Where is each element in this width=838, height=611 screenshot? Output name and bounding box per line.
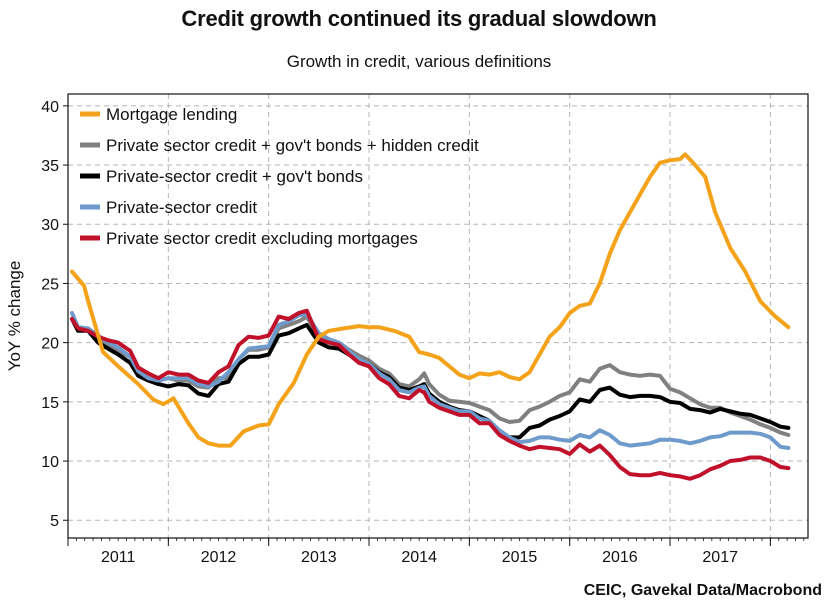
y-axis-label: YoY % change <box>5 261 24 372</box>
plot-frame <box>67 93 809 539</box>
y-tick-label: 15 <box>41 395 59 412</box>
y-tick-label: 20 <box>41 336 59 353</box>
x-tick-label: 2011 <box>101 549 136 566</box>
x-tick-label: 2017 <box>702 549 738 566</box>
source-note: CEIC, Gavekal Data/Macrobond <box>583 582 822 599</box>
y-tick-label: 10 <box>41 454 59 471</box>
series-line-1 <box>70 152 791 448</box>
x-tick-label: 2013 <box>301 549 337 566</box>
y-tick-label: 40 <box>41 99 59 116</box>
legend-label: Private sector credit excluding mortgage… <box>106 229 418 248</box>
y-tick-label: 35 <box>41 158 59 175</box>
y-tick-label: 30 <box>41 217 59 234</box>
x-tick-label: 2012 <box>201 549 237 566</box>
legend-label: Private sector credit + gov't bonds + hi… <box>106 136 479 155</box>
series-lines <box>70 152 791 481</box>
legend-label: Private-sector credit + gov't bonds <box>106 167 363 186</box>
legend-label: Private-sector credit <box>106 198 257 217</box>
axes: 5 10 15 20 25 30 35 40 2011 2012 2013 2014 2015 2016 2… <box>41 99 805 566</box>
series-line-5 <box>70 308 791 481</box>
legend: Mortgage lending Private sector credit + … <box>80 105 479 248</box>
legend-label: Mortgage lending <box>106 105 237 124</box>
x-tick-label: 2014 <box>401 549 437 566</box>
chart-title: Credit growth continued its gradual slow… <box>181 6 657 31</box>
x-tick-label: 2016 <box>602 549 638 566</box>
y-tick-label: 5 <box>50 513 59 530</box>
y-tick-label: 25 <box>41 276 59 293</box>
x-tick-label: 2015 <box>502 549 538 566</box>
series-line-4 <box>70 311 791 450</box>
chart-subtitle: Growth in credit, various definitions <box>286 52 552 71</box>
grid-lines <box>68 94 808 538</box>
